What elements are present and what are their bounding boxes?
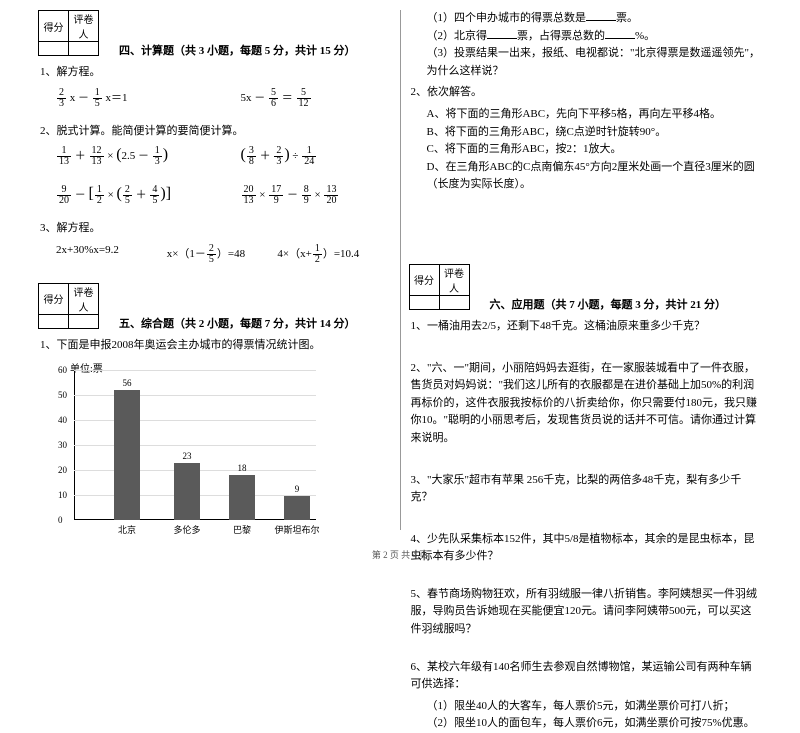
bar-chart: 单位:票 010203040506056北京23多伦多18巴黎9伊斯坦布尔	[56, 360, 316, 540]
sec6-q6a: （1）限坐40人的大客车，每人票价5元，如满坐票价可打八折；	[427, 698, 763, 716]
r-b: B、将下面的三角形ABC，绕C点逆时针旋转90°。	[427, 124, 763, 142]
sec6-q5: 5、春节商场购物狂欢，所有羽绒服一律八折销售。李阿姨想买一件羽绒服，导购员告诉她…	[411, 586, 763, 639]
r-l3: （3）投票结果一出来，报纸、电视都说："北京得票是数遥遥领先"，为什么这样说？	[427, 45, 763, 80]
score-table: 得分评卷人	[38, 10, 99, 56]
r-c: C、将下面的三角形ABC，按2：1放大。	[427, 141, 763, 159]
sec6-q6: 6、某校六年级有140名师生去参观自然博物馆，某运输公司有两种车辆可供选择：	[411, 659, 763, 694]
eq7: 2x+30%x=9.2	[56, 244, 167, 265]
eq3: 113 ＋ 1213 × (2.5 － 13)	[56, 146, 241, 167]
sec6-q3: 3、"大家乐"超市有苹果 256千克，比梨的两倍多48千克，梨有多少千克？	[411, 472, 763, 507]
r-d: D、在三角形ABC的C点南偏东45°方向2厘米处画一个直径3厘米的圆（长度为实际…	[427, 159, 763, 194]
score-table-6: 得分评卷人	[409, 264, 470, 310]
score-h1: 得分	[39, 11, 69, 42]
r-a: A、将下面的三角形ABC，先向下平移5格，再向左平移4格。	[427, 106, 763, 124]
sec4-q1: 1、解方程。	[40, 64, 392, 82]
chart-unit: 单位:票	[70, 360, 316, 375]
eq8: x×（1－25）=48	[167, 244, 278, 265]
sec6-q6b: （2）限坐10人的面包车，每人票价6元，如满坐票价可按75%优惠。	[427, 715, 763, 733]
page-footer: 第 2 页 共 4 页	[0, 548, 800, 561]
r-l1: （1）四个申办城市的得票总数是票。	[427, 10, 763, 28]
r-q2: 2、依次解答。	[411, 84, 763, 102]
sec4-q3: 3、解方程。	[40, 220, 392, 238]
r-l2: （2）北京得票，占得票总数的%。	[427, 28, 763, 46]
sec4-q2: 2、脱式计算。能简便计算的要简便计算。	[40, 123, 392, 141]
eq6: 2013 × 179 － 89 × 1320	[241, 185, 340, 206]
eq2: 5x － 56 ＝ 512	[241, 88, 312, 109]
sec5-title: 五、综合题（共 2 小题，每题 7 分，共计 14 分）	[119, 315, 356, 331]
sec6-title: 六、应用题（共 7 小题，每题 3 分，共计 21 分）	[490, 296, 727, 312]
eq9: 4×（x+12）=10.4	[277, 244, 359, 265]
score-table-5: 得分评卷人	[38, 283, 99, 329]
sec5-q1: 1、下面是申报2008年奥运会主办城市的得票情况统计图。	[40, 337, 392, 355]
score-h2: 评卷人	[69, 11, 99, 42]
eq1: 23 x － 15 x＝1	[56, 88, 241, 109]
eq4: (38 ＋ 23) ÷ 124	[241, 146, 318, 167]
sec6-q2: 2、"六、一"期间，小丽陪妈妈去逛街，在一家服装城看中了一件衣服，售货员对妈妈说…	[411, 360, 763, 448]
sec4-title: 四、计算题（共 3 小题，每题 5 分，共计 15 分）	[119, 42, 356, 58]
sec6-q1: 1、一桶油用去2/5，还剩下48千克。这桶油原来重多少千克？	[411, 318, 763, 336]
eq5: 920 － [12 × (25 ＋ 45)]	[56, 185, 241, 206]
